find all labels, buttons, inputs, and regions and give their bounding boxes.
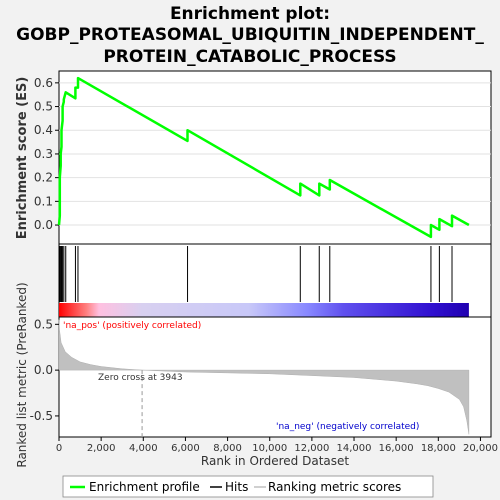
legend-ranking-metric-label: Ranking metric scores [268, 480, 401, 494]
es-panel-frame [59, 71, 491, 244]
metric-y-tick-label: 0.0 [34, 363, 53, 377]
es-y-tick-label: 0.1 [34, 194, 53, 208]
es-y-tick-label: 0.0 [34, 218, 53, 232]
x-tick-label: 18,000 [421, 443, 456, 454]
x-tick-label: 12,000 [294, 443, 329, 454]
es-y-tick-label: 0.3 [34, 147, 53, 161]
x-tick-label: 16,000 [379, 443, 414, 454]
x-tick-label: 4,000 [129, 443, 158, 454]
es-y-tick-label: 0.5 [34, 100, 53, 114]
es-y-axis-label: Enrichment score (ES) [15, 77, 30, 240]
metric-y-tick-label: 0.5 [34, 317, 53, 331]
positive-correlation-label: 'na_pos' (positively correlated) [63, 321, 201, 331]
rank-color-bar [59, 303, 469, 317]
x-tick-label: 10,000 [252, 443, 287, 454]
metric-y-axis-label: Ranked list metric (PreRanked) [15, 282, 29, 467]
x-tick-label: 6,000 [171, 443, 200, 454]
es-y-tick-label: 0.6 [34, 76, 53, 90]
es-y-tick-label: 0.2 [34, 171, 53, 185]
es-y-axis-ticks: 0.0 0.1 0.2 0.3 0.4 0.5 0.6 [34, 76, 59, 232]
x-tick-label: 14,000 [337, 443, 372, 454]
negative-correlation-label: 'na_neg' (negatively correlated) [276, 422, 419, 432]
es-y-tick-label: 0.4 [34, 123, 53, 137]
metric-y-axis-ticks: -0.5 0.0 0.5 [30, 317, 59, 423]
metric-y-tick-label: -0.5 [30, 409, 53, 423]
legend-enrichment-profile-label: Enrichment profile [89, 480, 200, 494]
chart-title-line-1: Enrichment plot: [170, 4, 330, 24]
x-axis-ticks: 0 2,000 4,000 6,000 8,000 10,000 12,000 14,000 1… [56, 437, 498, 454]
x-tick-label: 20,000 [463, 443, 498, 454]
x-tick-label: 2,000 [87, 443, 116, 454]
legend-hits-label: Hits [225, 480, 248, 494]
x-tick-label: 8,000 [213, 443, 242, 454]
chart-title-line-2: GOBP_PROTEASOMAL_UBIQUITIN_INDEPENDENT_ [16, 25, 484, 45]
zero-cross-label: Zero cross at 3943 [98, 373, 183, 383]
x-tick-label: 0 [56, 443, 62, 454]
x-axis-label: Rank in Ordered Dataset [201, 454, 349, 468]
chart-title-line-3: PROTEIN_CATABOLIC_PROCESS [103, 47, 396, 67]
